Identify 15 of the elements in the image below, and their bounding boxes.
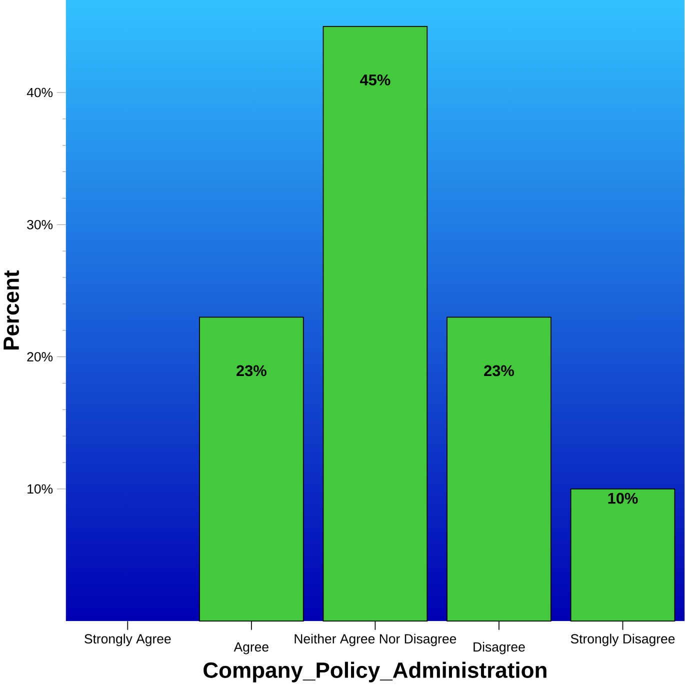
y-tick-label: 40% [27, 88, 53, 98]
x-tick-label: Neither Agree Nor Disagree [294, 634, 456, 646]
data-label: 23% [484, 365, 514, 376]
y-tick-label: 30% [27, 220, 53, 230]
y-tick-label: 20% [27, 352, 53, 362]
y-tick-label: 10% [28, 484, 53, 494]
data-label: 10% [608, 492, 638, 504]
data-label: 23% [236, 365, 267, 376]
x-tick-label: Disagree [474, 642, 525, 654]
x-tick-label: Agree [234, 642, 269, 654]
data-label: 45% [360, 74, 390, 86]
x-tick-label: Strongly Agree [84, 634, 171, 646]
y-axis-title: Percent [4, 270, 20, 350]
x-axis-title: Company_Policy_Administration [204, 662, 547, 682]
x-tick-label: Strongly Disagree [571, 634, 675, 646]
